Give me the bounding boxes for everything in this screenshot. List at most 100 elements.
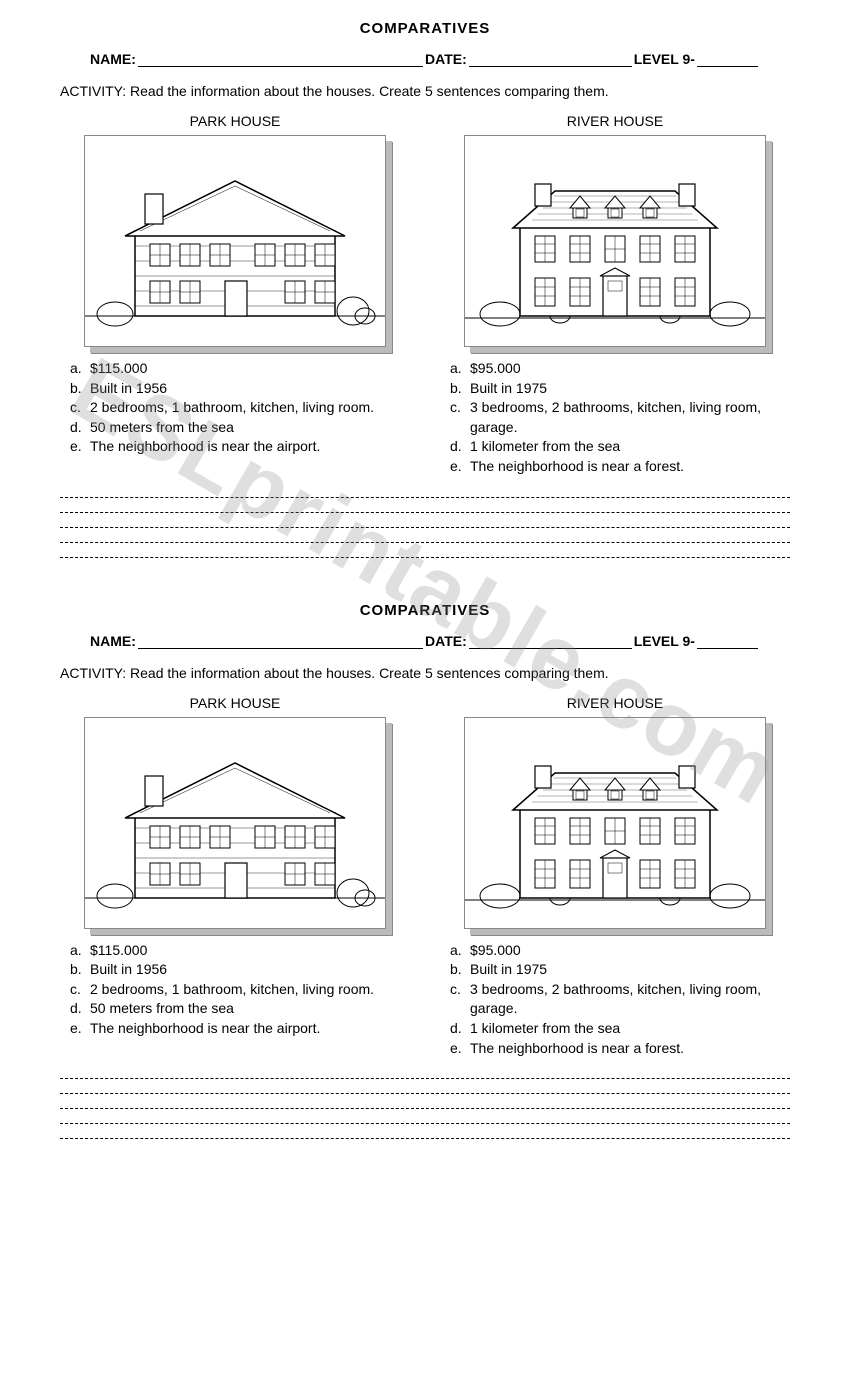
detail-text: $95.000 xyxy=(470,941,790,961)
answer-line[interactable] xyxy=(60,1138,790,1153)
level-blank[interactable] xyxy=(697,52,758,67)
detail-letter: e. xyxy=(70,1019,90,1039)
detail-text: 1 kilometer from the sea xyxy=(470,437,790,457)
detail-text: The neighborhood is near the airport. xyxy=(90,1019,410,1039)
houses-row: PARK HOUSE xyxy=(60,695,790,1059)
detail-letter: c. xyxy=(70,980,90,1000)
answer-line[interactable] xyxy=(60,527,790,542)
house-image-frame xyxy=(464,135,766,347)
answer-line[interactable] xyxy=(60,1123,790,1138)
detail-letter: a. xyxy=(70,359,90,379)
detail-item: d. 1 kilometer from the sea xyxy=(450,437,790,457)
detail-item: c. 3 bedrooms, 2 bathrooms, kitchen, liv… xyxy=(450,398,790,437)
level-label: LEVEL 9- xyxy=(634,633,695,649)
answer-line[interactable] xyxy=(60,497,790,512)
worksheet-title: COMPARATIVES xyxy=(60,20,790,37)
answer-line[interactable] xyxy=(60,542,790,557)
date-blank[interactable] xyxy=(469,634,632,649)
date-label: DATE: xyxy=(425,633,467,649)
house-column: PARK HOUSE xyxy=(60,113,410,477)
house-detail-list: a. $115.000 b. Built in 1956 c. 2 bedroo… xyxy=(60,941,410,1039)
header-line: NAME: DATE: LEVEL 9- xyxy=(60,633,790,649)
detail-item: b. Built in 1956 xyxy=(70,379,410,399)
detail-item: d. 50 meters from the sea xyxy=(70,418,410,438)
detail-letter: b. xyxy=(70,960,90,980)
detail-item: d. 50 meters from the sea xyxy=(70,999,410,1019)
detail-letter: d. xyxy=(70,418,90,438)
detail-item: a. $95.000 xyxy=(450,359,790,379)
detail-text: 50 meters from the sea xyxy=(90,999,410,1019)
detail-letter: d. xyxy=(70,999,90,1019)
detail-text: $95.000 xyxy=(470,359,790,379)
house-column: PARK HOUSE xyxy=(60,695,410,1059)
house-image-frame xyxy=(84,135,386,347)
detail-text: 3 bedrooms, 2 bathrooms, kitchen, living… xyxy=(470,398,790,437)
detail-text: The neighborhood is near the airport. xyxy=(90,437,410,457)
detail-text: $115.000 xyxy=(90,359,410,379)
house-title: RIVER HOUSE xyxy=(440,113,790,129)
level-blank[interactable] xyxy=(697,634,758,649)
detail-item: a. $115.000 xyxy=(70,941,410,961)
worksheet-page: COMPARATIVES NAME: DATE: LEVEL 9- ACTIVI… xyxy=(0,0,850,582)
detail-letter: a. xyxy=(450,359,470,379)
name-blank[interactable] xyxy=(138,634,423,649)
detail-item: c. 2 bedrooms, 1 bathroom, kitchen, livi… xyxy=(70,398,410,418)
worksheet-title: COMPARATIVES xyxy=(60,602,790,619)
detail-letter: a. xyxy=(450,941,470,961)
detail-text: The neighborhood is near a forest. xyxy=(470,1039,790,1059)
house-detail-list: a. $95.000 b. Built in 1975 c. 3 bedroom… xyxy=(440,941,790,1059)
park-house-illustration xyxy=(85,136,385,346)
houses-row: PARK HOUSE xyxy=(60,113,790,477)
house-title: RIVER HOUSE xyxy=(440,695,790,711)
detail-item: b. Built in 1956 xyxy=(70,960,410,980)
detail-letter: e. xyxy=(450,1039,470,1059)
detail-item: c. 2 bedrooms, 1 bathroom, kitchen, livi… xyxy=(70,980,410,1000)
detail-item: a. $115.000 xyxy=(70,359,410,379)
header-line: NAME: DATE: LEVEL 9- xyxy=(60,51,790,67)
answer-line[interactable] xyxy=(60,512,790,527)
name-blank[interactable] xyxy=(138,52,423,67)
house-column: RIVER HOUSE xyxy=(440,113,790,477)
detail-letter: a. xyxy=(70,941,90,961)
detail-letter: e. xyxy=(450,457,470,477)
answer-lines-area xyxy=(60,1078,790,1153)
worksheet-page: COMPARATIVES NAME: DATE: LEVEL 9- ACTIVI… xyxy=(0,582,850,1164)
detail-letter: b. xyxy=(70,379,90,399)
detail-letter: b. xyxy=(450,960,470,980)
house-image-frame xyxy=(84,717,386,929)
detail-letter: d. xyxy=(450,1019,470,1039)
date-blank[interactable] xyxy=(469,52,632,67)
house-column: RIVER HOUSE xyxy=(440,695,790,1059)
detail-text: 2 bedrooms, 1 bathroom, kitchen, living … xyxy=(90,980,410,1000)
house-title: PARK HOUSE xyxy=(60,695,410,711)
detail-text: Built in 1975 xyxy=(470,960,790,980)
house-image-frame xyxy=(464,717,766,929)
answer-line[interactable] xyxy=(60,1078,790,1093)
detail-item: e. The neighborhood is near a forest. xyxy=(450,457,790,477)
house-title: PARK HOUSE xyxy=(60,113,410,129)
level-label: LEVEL 9- xyxy=(634,51,695,67)
detail-item: a. $95.000 xyxy=(450,941,790,961)
answer-line[interactable] xyxy=(60,1093,790,1108)
detail-item: e. The neighborhood is near the airport. xyxy=(70,1019,410,1039)
answer-line[interactable] xyxy=(60,557,790,572)
house-detail-list: a. $95.000 b. Built in 1975 c. 3 bedroom… xyxy=(440,359,790,477)
house-detail-list: a. $115.000 b. Built in 1956 c. 2 bedroo… xyxy=(60,359,410,457)
answer-lines-area xyxy=(60,497,790,572)
name-label: NAME: xyxy=(90,51,136,67)
detail-letter: c. xyxy=(450,980,470,1019)
detail-text: Built in 1956 xyxy=(90,960,410,980)
detail-text: Built in 1975 xyxy=(470,379,790,399)
detail-text: Built in 1956 xyxy=(90,379,410,399)
river-house-illustration xyxy=(465,718,765,928)
park-house-illustration xyxy=(85,718,385,928)
detail-text: 3 bedrooms, 2 bathrooms, kitchen, living… xyxy=(470,980,790,1019)
detail-item: b. Built in 1975 xyxy=(450,960,790,980)
detail-item: d. 1 kilometer from the sea xyxy=(450,1019,790,1039)
detail-item: e. The neighborhood is near the airport. xyxy=(70,437,410,457)
detail-letter: e. xyxy=(70,437,90,457)
detail-text: $115.000 xyxy=(90,941,410,961)
answer-line[interactable] xyxy=(60,1108,790,1123)
detail-item: e. The neighborhood is near a forest. xyxy=(450,1039,790,1059)
detail-text: 1 kilometer from the sea xyxy=(470,1019,790,1039)
